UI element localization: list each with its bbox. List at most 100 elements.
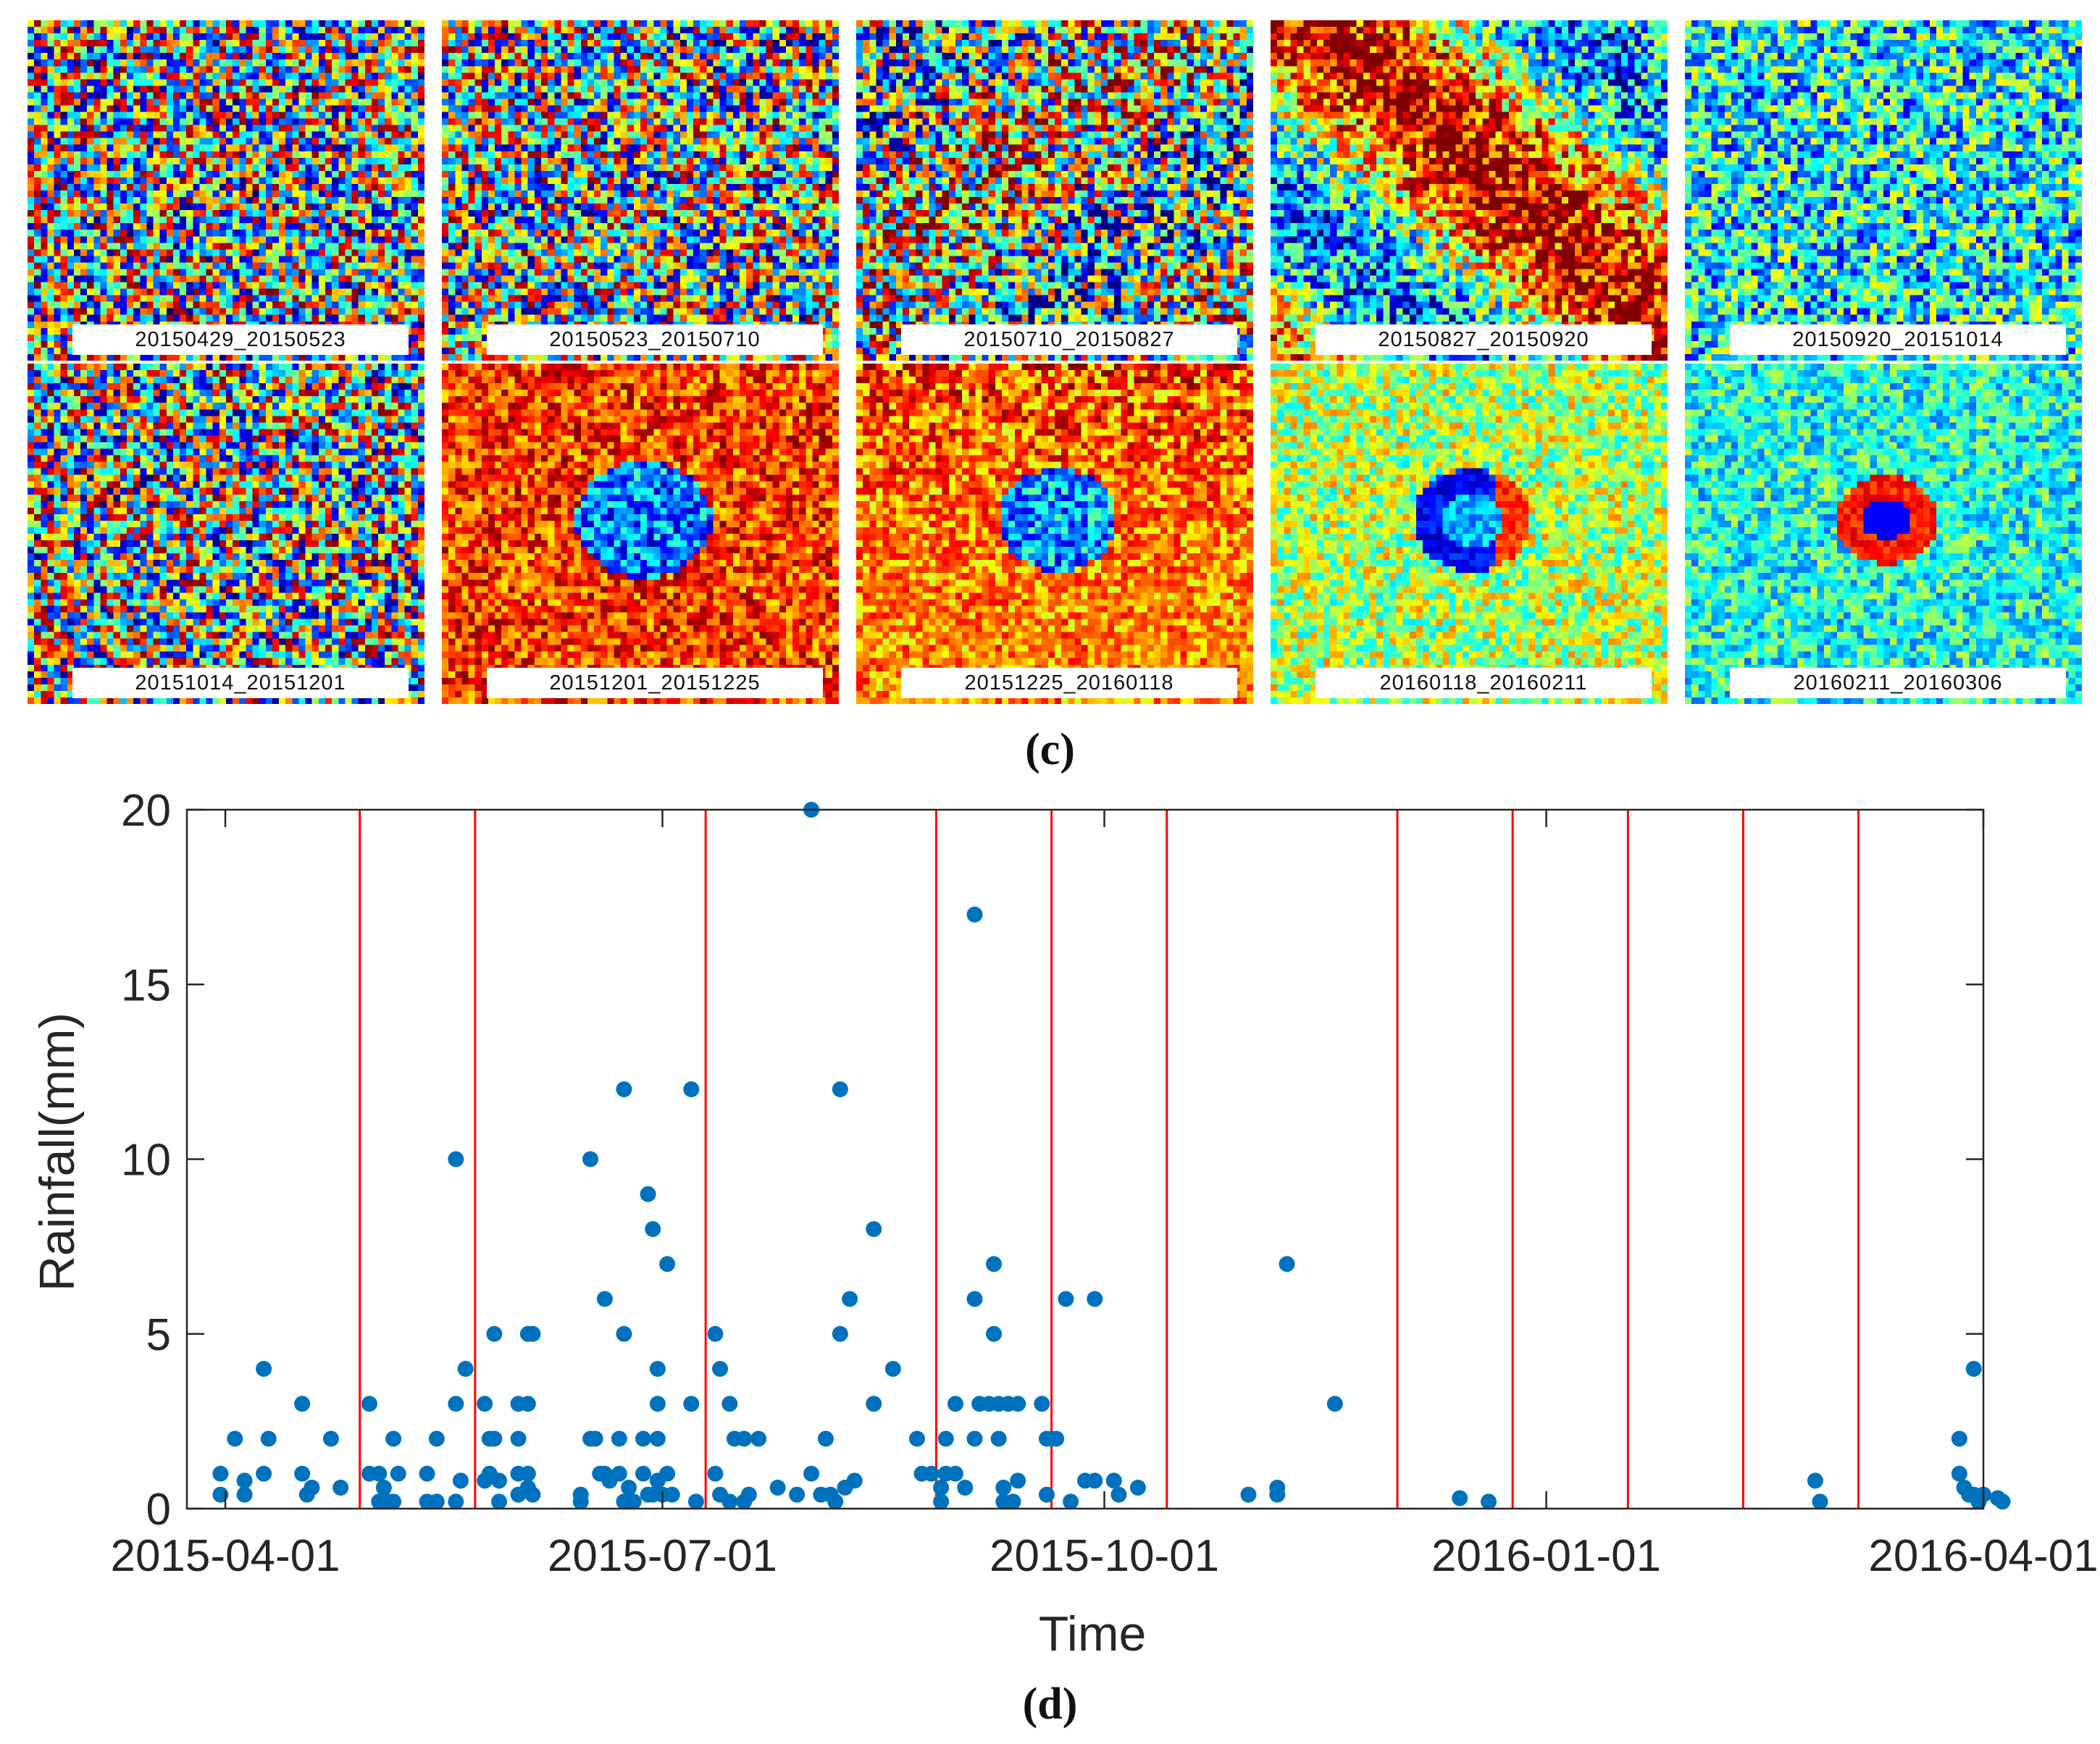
rainfall-point (721, 1493, 738, 1510)
rainfall-point (491, 1493, 508, 1510)
rainfall-point (486, 1430, 503, 1447)
rainfall-point (947, 1396, 963, 1412)
rainfall-point (933, 1480, 950, 1496)
rainfall-point (947, 1465, 963, 1482)
rainfall-point (1087, 1472, 1103, 1489)
rainfall-point (582, 1151, 599, 1167)
rainfall-point (966, 1430, 983, 1447)
rainfall-point (1010, 1396, 1026, 1412)
rainfall-point (477, 1396, 493, 1412)
interferogram-date-label: 20150920_20151014 (1730, 324, 2066, 355)
plot-area (187, 810, 1983, 1509)
interferogram-image (1271, 20, 1668, 361)
rainfall-point (519, 1396, 536, 1412)
rainfall-point (923, 1465, 940, 1482)
rainfall-point (1105, 1472, 1122, 1489)
rainfall-point (933, 1493, 950, 1510)
rainfall-point (990, 1430, 1007, 1447)
x-tick-label: 2015-04-01 (110, 1531, 340, 1581)
rainfall-point (995, 1480, 1012, 1496)
interferogram-image (1685, 20, 2082, 361)
rainfall-point (1994, 1493, 2011, 1510)
interferogram-image (28, 364, 424, 704)
rainfall-point (212, 1465, 229, 1482)
rainfall-point (371, 1465, 388, 1482)
rainfall-point (635, 1430, 651, 1447)
rainfall-point (986, 1256, 1003, 1273)
interferogram-image (856, 364, 1253, 704)
rainfall-point (419, 1465, 435, 1482)
rainfall-point (486, 1325, 503, 1342)
interferogram-date-label: 20150827_20150920 (1315, 324, 1652, 355)
rainfall-point (1951, 1465, 1967, 1482)
interferogram-tile: 20150429_20150523 (28, 20, 424, 361)
rainfall-point (322, 1430, 339, 1447)
rainfall-point (457, 1361, 474, 1377)
rainfall-point (712, 1361, 729, 1377)
interferogram-date-label: 20160211_20160306 (1730, 668, 2066, 698)
rainfall-point (966, 906, 983, 923)
rainfall-point (817, 1430, 834, 1447)
rainfall-point (649, 1396, 666, 1412)
interferogram-image (856, 20, 1253, 361)
rainfall-point (448, 1151, 464, 1167)
interferogram-date-label: 20151201_20151225 (487, 668, 823, 698)
interferogram-image (28, 20, 424, 361)
rainfall-point (846, 1472, 863, 1489)
interferogram-tile: 20150710_20150827 (856, 20, 1253, 361)
rainfall-point (375, 1480, 392, 1496)
panel-c-caption: (c) (1025, 725, 1075, 774)
rainfall-point (385, 1430, 402, 1447)
y-tick-label: 5 (146, 1310, 171, 1360)
rainfall-point (236, 1472, 253, 1489)
rainfall-point (256, 1465, 272, 1482)
rainfall-point (1087, 1291, 1103, 1307)
rainfall-point (385, 1493, 402, 1510)
rainfall-point (1481, 1493, 1497, 1510)
rainfall-point (645, 1221, 661, 1237)
x-tick-label: 2016-01-01 (1431, 1531, 1661, 1581)
rainfall-point (736, 1430, 753, 1447)
y-tick-label: 0 (146, 1485, 171, 1535)
rainfall-point (611, 1465, 627, 1482)
rainfall-point (611, 1430, 627, 1447)
interferogram-date-label: 20151014_20151201 (72, 668, 409, 698)
rainfall-point (1005, 1493, 1021, 1510)
interferogram-tile: 20160211_20160306 (1685, 364, 2082, 704)
rainfall-point (616, 1325, 632, 1342)
y-tick-label: 15 (121, 960, 171, 1010)
rainfall-point (1951, 1430, 1967, 1447)
rainfall-point (1812, 1493, 1828, 1510)
interferogram-date-label: 20160118_20160211 (1315, 668, 1652, 698)
rainfall-point (428, 1493, 445, 1510)
rainfall-point (721, 1396, 738, 1412)
rainfall-point (1034, 1396, 1050, 1412)
rainfall-point (452, 1472, 469, 1489)
rainfall-point (664, 1486, 680, 1503)
rainfall-point (803, 1465, 820, 1482)
interferogram-tile: 20150920_20151014 (1685, 20, 2082, 361)
rainfall-point (1326, 1396, 1343, 1412)
rainfall-point (789, 1486, 806, 1503)
rainfall-point (1038, 1486, 1055, 1503)
interferogram-tile: 20150523_20150710 (442, 20, 839, 361)
panel-d-caption: (d) (1022, 1680, 1078, 1729)
interferogram-image (442, 364, 839, 704)
rainfall-point (625, 1493, 642, 1510)
rainfall-point (256, 1361, 272, 1377)
rainfall-point (519, 1465, 536, 1482)
interferogram-tile: 20151225_20160118 (856, 364, 1253, 704)
y-axis-label: Rainfall(mm) (30, 1013, 85, 1291)
rainfall-point (683, 1081, 700, 1097)
rainfall-point (659, 1256, 676, 1273)
x-tick-label: 2016-04-01 (1868, 1531, 2098, 1581)
x-tick-label: 2015-07-01 (548, 1531, 777, 1581)
rainfall-point (687, 1493, 704, 1510)
rainfall-point (832, 1325, 848, 1342)
rainfall-point (683, 1396, 700, 1412)
rainfall-point (304, 1480, 320, 1496)
rainfall-point (1058, 1291, 1074, 1307)
rainfall-point (448, 1396, 464, 1412)
rainfall-point (361, 1396, 377, 1412)
rainfall-point (966, 1291, 983, 1307)
